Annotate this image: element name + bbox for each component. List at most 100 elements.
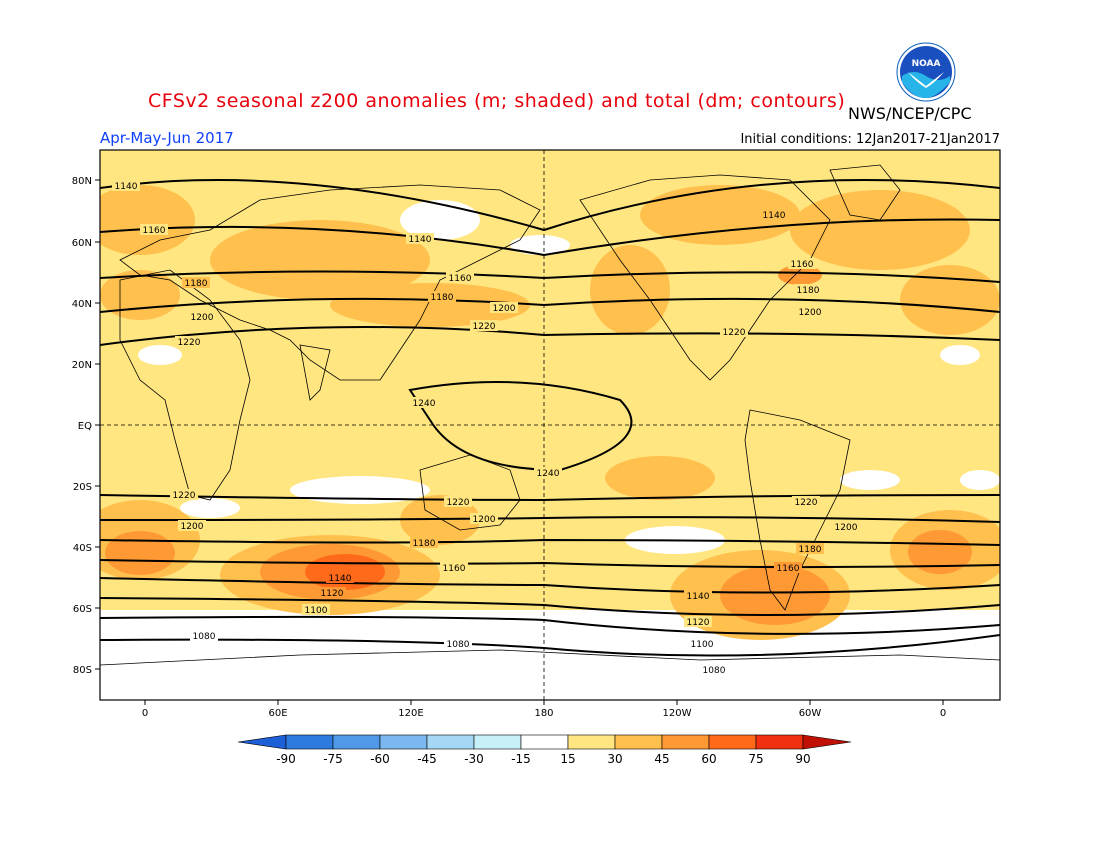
- lat-label-40n: 40N: [72, 299, 92, 310]
- svg-text:1200: 1200: [493, 304, 516, 314]
- coastlines: [100, 164, 1000, 666]
- svg-text:1160: 1160: [777, 564, 800, 574]
- colorbar-tick-label: 90: [795, 752, 811, 766]
- svg-text:1140: 1140: [409, 235, 432, 245]
- colorbar: [238, 734, 852, 750]
- colorbar-swatch: [755, 734, 804, 750]
- colorbar-tick-label: -75: [323, 752, 343, 766]
- map-title: CFSv2 seasonal z200 anomalies (m; shaded…: [148, 90, 846, 112]
- svg-text:1160: 1160: [443, 564, 466, 574]
- colorbar-tick-label: -90: [276, 752, 296, 766]
- lat-label-80s: 80S: [73, 665, 92, 676]
- contour-label-1200-d: 1200: [178, 520, 206, 532]
- lat-label-60s: 60S: [73, 604, 92, 615]
- svg-text:1140: 1140: [687, 592, 710, 602]
- lon-label-0-right: 0: [940, 708, 946, 719]
- contour-label-1220-c: 1220: [720, 326, 748, 338]
- contour-label-1180-f: 1180: [796, 543, 824, 555]
- contour-label-1200-b: 1200: [490, 302, 518, 314]
- colorbar-swatch: [708, 734, 757, 750]
- noaa-logo-text: NOAA: [912, 59, 941, 69]
- svg-text:1220: 1220: [173, 491, 196, 501]
- colorbar-tick-label: 15: [560, 752, 576, 766]
- lon-label-60e: 60E: [268, 708, 287, 719]
- contour-label-1220-a: 1220: [175, 336, 203, 348]
- contour-1180-south: [100, 538, 1000, 546]
- contour-label-1220-f: 1220: [792, 496, 820, 508]
- contour-label-1140-f: 1140: [684, 590, 712, 602]
- lat-label-60n: 60N: [72, 238, 92, 249]
- contour-label-1160-c: 1160: [788, 258, 816, 270]
- svg-text:1120: 1120: [321, 589, 344, 599]
- contour-label-1080-e: 1080: [444, 638, 472, 650]
- season-label: Apr-May-Jun 2017: [100, 129, 234, 147]
- svg-text:1220: 1220: [178, 338, 201, 348]
- contour-label-1180-a: 1180: [182, 277, 210, 289]
- lon-labels: 0 60E 120E 180 120W 60W 0: [142, 708, 946, 719]
- colorbar-tick-label: 45: [654, 752, 670, 766]
- svg-text:1100: 1100: [305, 606, 328, 616]
- colorbar-tick-label: -15: [511, 752, 531, 766]
- contour-labels: 1140 1160 1180 1200 1220 1140 1160 1180 …: [112, 180, 860, 676]
- colorbar-tick-label: -30: [464, 752, 484, 766]
- svg-text:1220: 1220: [447, 498, 470, 508]
- colorbar-swatch: [379, 734, 428, 750]
- contour-label-1160-d: 1160: [440, 562, 468, 574]
- contour-label-1080-d: 1080: [190, 630, 218, 642]
- contour-label-1220-e: 1220: [444, 496, 472, 508]
- svg-text:1180: 1180: [185, 279, 208, 289]
- contour-label-1200-c: 1200: [796, 306, 824, 318]
- svg-text:1180: 1180: [431, 293, 454, 303]
- colorbar-swatch: [661, 734, 710, 750]
- contour-label-1080-f: 1080: [700, 664, 728, 676]
- svg-text:1100: 1100: [691, 640, 714, 650]
- svg-text:1080: 1080: [703, 666, 726, 676]
- colorbar-swatch: [614, 734, 663, 750]
- svg-text:1180: 1180: [797, 286, 820, 296]
- lat-labels: 80N 60N 40N 20N EQ 20S 40S 60S 80S: [72, 176, 92, 676]
- svg-text:1180: 1180: [413, 539, 436, 549]
- svg-text:1080: 1080: [447, 640, 470, 650]
- contour-label-1240-b: 1240: [534, 467, 562, 479]
- contour-label-1220-d: 1220: [170, 489, 198, 501]
- contour-label-1180-c: 1180: [794, 284, 822, 296]
- lat-label-40s: 40S: [73, 543, 92, 554]
- contour-label-1180-b: 1180: [428, 291, 456, 303]
- lon-label-180: 180: [534, 708, 553, 719]
- colorbar-tick-label: 30: [607, 752, 623, 766]
- lon-label-60w: 60W: [799, 708, 822, 719]
- contour-label-1160-f: 1160: [774, 562, 802, 574]
- contour-label-1140-c: 1140: [760, 209, 788, 221]
- contour-label-1180-d: 1180: [410, 537, 438, 549]
- lat-label-eq: EQ: [78, 421, 92, 432]
- svg-text:1120: 1120: [687, 618, 710, 628]
- svg-text:1200: 1200: [799, 308, 822, 318]
- lat-label-20n: 20N: [72, 360, 92, 371]
- colorbar-swatch: [285, 734, 334, 750]
- svg-text:1080: 1080: [193, 632, 216, 642]
- agency-label: NWS/NCEP/CPC: [848, 104, 972, 123]
- svg-text:1220: 1220: [473, 322, 496, 332]
- svg-text:1220: 1220: [723, 328, 746, 338]
- colorbar-swatch: [473, 734, 522, 750]
- tick-marks: [95, 179, 944, 705]
- contour-1240: [408, 381, 633, 472]
- svg-text:1200: 1200: [181, 522, 204, 532]
- contour-label-1140-d: 1140: [326, 572, 354, 584]
- contour-label-1160-a: 1160: [140, 224, 168, 236]
- svg-text:1160: 1160: [791, 260, 814, 270]
- svg-text:1240: 1240: [413, 399, 436, 409]
- lat-label-80n: 80N: [72, 176, 92, 187]
- svg-text:1180: 1180: [799, 545, 822, 555]
- colorbar-swatch: [567, 734, 616, 750]
- contour-label-1220-b: 1220: [470, 320, 498, 332]
- moderate-anomaly-regions: [100, 185, 1000, 640]
- contour-label-1120-f: 1120: [684, 616, 712, 628]
- svg-text:1220: 1220: [795, 498, 818, 508]
- svg-text:1140: 1140: [763, 211, 786, 221]
- svg-text:1200: 1200: [473, 515, 496, 525]
- colorbar-tick-label: 60: [701, 752, 717, 766]
- colorbar-swatch: [332, 734, 381, 750]
- colorbar-tick-label: -60: [370, 752, 390, 766]
